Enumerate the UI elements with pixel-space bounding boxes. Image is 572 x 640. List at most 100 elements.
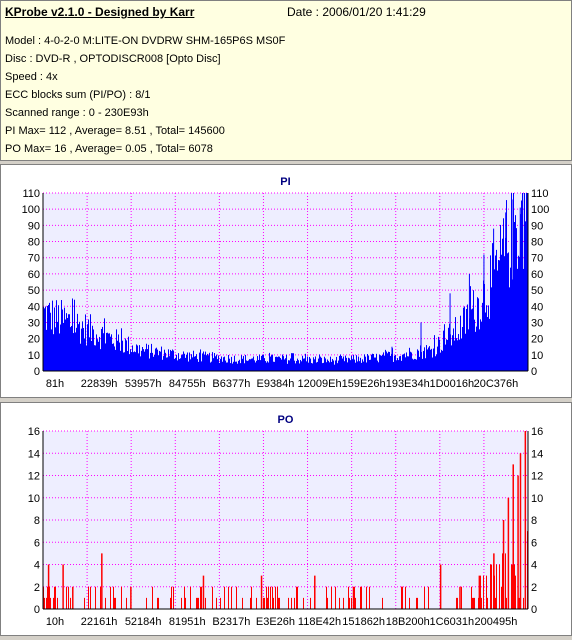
pi-bar <box>252 358 253 371</box>
pi-bar <box>300 359 301 371</box>
pi-bar <box>223 357 224 371</box>
pi-bar <box>445 344 446 371</box>
pi-bar <box>171 351 172 371</box>
pi-bar <box>366 362 367 371</box>
pi-bar <box>424 347 425 371</box>
po-bar <box>339 597 340 609</box>
pi-bar <box>180 358 181 371</box>
x-tick-label: 18B200h <box>386 616 430 628</box>
y-tick-label: 14 <box>28 448 40 460</box>
pi-bar <box>217 359 218 371</box>
pi-bar <box>199 352 200 371</box>
pi-bar <box>299 363 300 371</box>
pi-bar <box>166 357 167 371</box>
pi-bar <box>422 358 423 371</box>
pi-bar <box>130 349 131 371</box>
pi-bar <box>337 363 338 371</box>
po-bar <box>405 586 406 609</box>
pi-bar <box>434 335 435 371</box>
po-bar <box>205 597 206 609</box>
pi-bar <box>50 312 51 371</box>
po-spike-bar <box>502 520 505 609</box>
pi-bar <box>442 350 443 371</box>
pi-bar <box>345 355 346 371</box>
pi-bar <box>111 334 112 371</box>
po-bar <box>200 586 201 609</box>
pi-bar <box>237 363 238 371</box>
pi-bar <box>90 314 91 371</box>
pi-bar <box>193 350 194 371</box>
pi-bar <box>443 330 444 371</box>
pi-bar <box>449 323 450 371</box>
pi-bar <box>132 345 133 371</box>
po-bar <box>310 597 311 609</box>
pi-bar <box>101 328 102 371</box>
x-tick-label: 22161h <box>81 616 118 628</box>
pi-bar <box>196 354 197 371</box>
pi-bar <box>340 354 341 371</box>
pi-bar <box>464 306 465 371</box>
pi-bar <box>514 221 515 371</box>
pi-bar <box>75 332 76 371</box>
pi-bar <box>62 309 63 371</box>
pi-bar <box>358 356 359 371</box>
po-bar <box>335 586 336 609</box>
pi-bar <box>250 359 251 371</box>
pi-summary-line: PI Max= 112 , Average= 8.51 , Total= 145… <box>5 125 225 137</box>
ecc-line: ECC blocks sum (PI/PO) : 8/1 <box>5 89 151 101</box>
app-title: KProbe v2.1.0 - Designed by Karr <box>5 5 195 19</box>
pi-bar <box>58 305 59 371</box>
po-bar <box>474 597 475 609</box>
pi-bar <box>309 357 310 371</box>
po-bar <box>288 597 289 609</box>
pi-bar <box>162 359 163 371</box>
pi-bar <box>115 349 116 371</box>
pi-bar <box>211 361 212 371</box>
pi-bar <box>267 361 268 371</box>
pi-bar <box>440 352 441 371</box>
pi-bar <box>453 328 454 371</box>
pi-bar <box>205 351 206 371</box>
pi-bar <box>69 314 70 371</box>
po-bar <box>348 586 349 609</box>
pi-bar <box>495 255 496 371</box>
pi-bar <box>218 355 219 371</box>
x-tick-label: 20C376h <box>474 378 519 390</box>
pi-bar <box>312 363 313 371</box>
pi-bar <box>376 353 377 371</box>
pi-bar <box>369 359 370 371</box>
pi-bar <box>44 308 45 371</box>
po-bar <box>270 586 271 609</box>
pi-bar <box>251 358 252 371</box>
pi-bar <box>292 353 293 371</box>
y-tick-label-right: 4 <box>531 560 537 572</box>
po-bar <box>366 586 367 609</box>
pi-bar <box>78 324 79 371</box>
pi-bar <box>234 355 235 371</box>
pi-bar <box>467 304 468 371</box>
x-tick-label: B6377h <box>212 378 250 390</box>
pi-bar <box>362 359 363 371</box>
y-tick-label-right: 2 <box>531 582 537 594</box>
pi-bar <box>187 352 188 371</box>
pi-bar <box>393 361 394 371</box>
pi-bar <box>74 299 75 371</box>
po-spike-bar <box>352 586 355 609</box>
pi-bar <box>457 340 458 371</box>
po-spike-bar <box>260 575 263 609</box>
pi-bar <box>392 348 393 371</box>
pi-bar <box>510 267 511 371</box>
y-tick-label: 20 <box>28 334 40 346</box>
pi-bar <box>142 346 143 371</box>
po-bar <box>146 597 147 609</box>
pi-bar <box>475 331 476 371</box>
pi-bar <box>168 349 169 371</box>
pi-bar <box>204 354 205 371</box>
po-bar <box>273 597 274 609</box>
pi-bar <box>76 327 77 371</box>
po-spike-bar <box>202 575 205 609</box>
pi-bar <box>198 361 199 371</box>
po-spike-bar <box>478 575 481 609</box>
pi-bar <box>498 260 499 371</box>
pi-bar <box>316 362 317 371</box>
